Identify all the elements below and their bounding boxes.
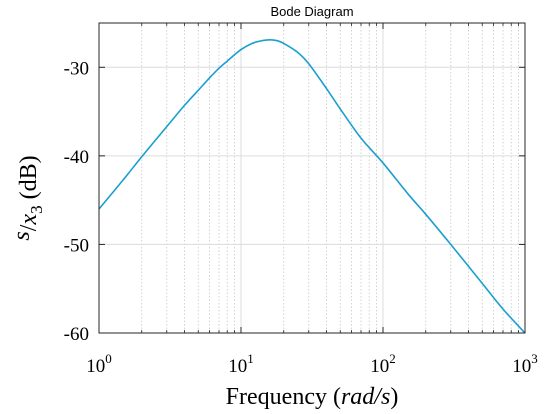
x-tick-exponent: 2	[389, 351, 396, 366]
y-tick-label: -40	[64, 147, 89, 168]
y-tick-label: -50	[64, 235, 89, 256]
x-tick-base: 10	[512, 356, 531, 377]
plot-frame	[98, 22, 526, 334]
y-axis-label-numerator: s	[9, 231, 35, 240]
x-tick-base: 10	[86, 356, 105, 377]
x-tick-exponent: 0	[105, 351, 112, 366]
x-axis-label-suffix: )	[390, 384, 398, 410]
x-tick-label: 101	[228, 351, 254, 377]
minor-grid	[141, 23, 519, 333]
major-grid	[98, 23, 526, 334]
x-tick-label: 100	[86, 351, 112, 377]
y-axis-label-slash: /	[16, 224, 42, 231]
y-axis-label-text: s/x3 (dB)	[9, 155, 46, 240]
x-axis-label: Frequency (rad/s)	[226, 384, 399, 410]
series-layer	[98, 39, 526, 334]
y-axis-label-unit: (dB)	[16, 155, 42, 205]
y-tick-labels: -30 -40 -50 -60	[64, 58, 89, 345]
x-tick-exponent: 3	[531, 351, 538, 366]
y-axis-label: s/x3 (dB)	[9, 155, 46, 240]
y-axis-label-subscript: 3	[27, 205, 46, 214]
x-tick-exponent: 1	[247, 351, 254, 366]
x-tick-labels: 100 101 102 103	[86, 351, 538, 377]
y-tick-label: -60	[64, 324, 89, 345]
x-tick-base: 10	[228, 356, 247, 377]
x-tick-base: 10	[370, 356, 389, 377]
x-axis-label-prefix: Frequency (	[226, 384, 341, 410]
x-tick-label: 102	[370, 351, 396, 377]
x-tick-label: 103	[512, 351, 538, 377]
y-tick-label: -30	[64, 58, 89, 79]
series-line	[98, 39, 526, 334]
y-axis-label-denominator: x	[16, 214, 42, 226]
chart-title: Bode Diagram	[270, 4, 353, 19]
tick-marks	[98, 23, 526, 334]
x-axis-label-unit: rad/s	[341, 384, 390, 410]
